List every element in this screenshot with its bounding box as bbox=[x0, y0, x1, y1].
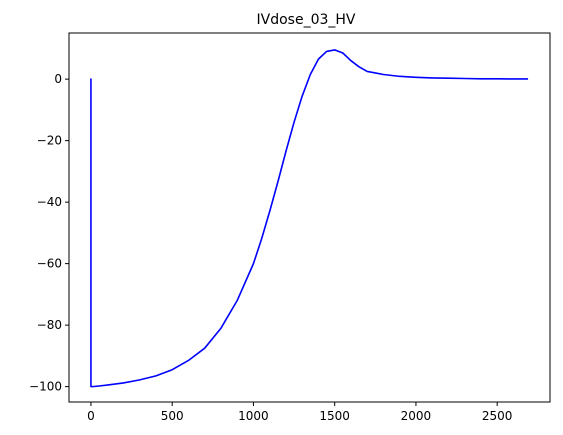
x-tick-label: 2500 bbox=[482, 409, 513, 423]
y-axis: 0 −20 −40 −60 −80 −100 bbox=[29, 72, 69, 394]
x-axis: 0 500 1000 1500 2000 2500 bbox=[87, 402, 512, 423]
x-tick-label: 2000 bbox=[401, 409, 432, 423]
plot-area bbox=[90, 49, 529, 388]
chart-title: IVdose_03_HV bbox=[257, 12, 356, 28]
series-line bbox=[90, 49, 529, 388]
y-tick-label: 0 bbox=[54, 72, 62, 86]
y-tick-label: −100 bbox=[29, 380, 62, 394]
x-tick-label: 500 bbox=[161, 409, 184, 423]
x-tick-label: 1500 bbox=[319, 409, 350, 423]
y-tick-label: −60 bbox=[37, 257, 62, 271]
axes-frame bbox=[68, 32, 551, 403]
y-tick-label: −80 bbox=[37, 318, 62, 332]
x-tick-label: 1000 bbox=[238, 409, 269, 423]
y-tick-label: −20 bbox=[37, 134, 62, 148]
x-tick-label: 0 bbox=[87, 409, 95, 423]
y-tick-label: −40 bbox=[37, 195, 62, 209]
